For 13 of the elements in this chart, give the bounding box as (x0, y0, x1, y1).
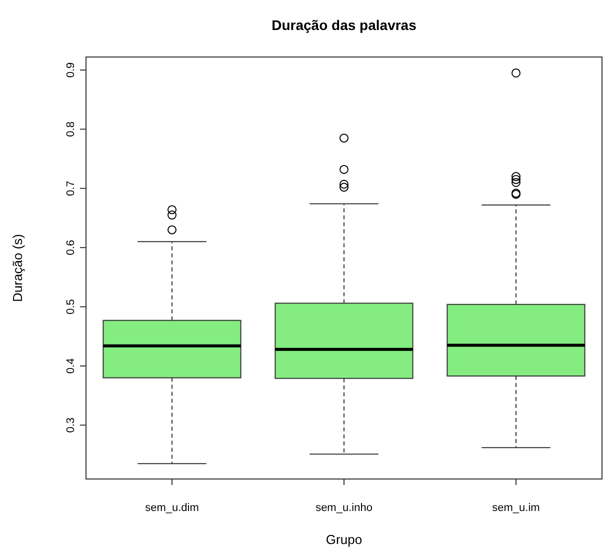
y-tick-label: 0.5 (65, 299, 77, 314)
y-axis-title: Duração (s) (10, 234, 25, 302)
x-tick-label: sem_u.inho (316, 502, 372, 514)
x-tick-label: sem_u.dim (145, 502, 199, 514)
y-tick-label: 0.7 (65, 180, 77, 196)
y-tick-label: 0.3 (65, 417, 77, 433)
y-tick-label: 0.9 (65, 62, 77, 78)
y-tick-label: 0.6 (65, 240, 77, 256)
chart-title: Duração das palavras (272, 17, 417, 33)
x-axis-title: Grupo (326, 532, 362, 547)
x-tick-label: sem_u.im (492, 502, 540, 514)
y-tick-label: 0.8 (65, 122, 77, 137)
y-tick-label: 0.4 (65, 358, 77, 374)
